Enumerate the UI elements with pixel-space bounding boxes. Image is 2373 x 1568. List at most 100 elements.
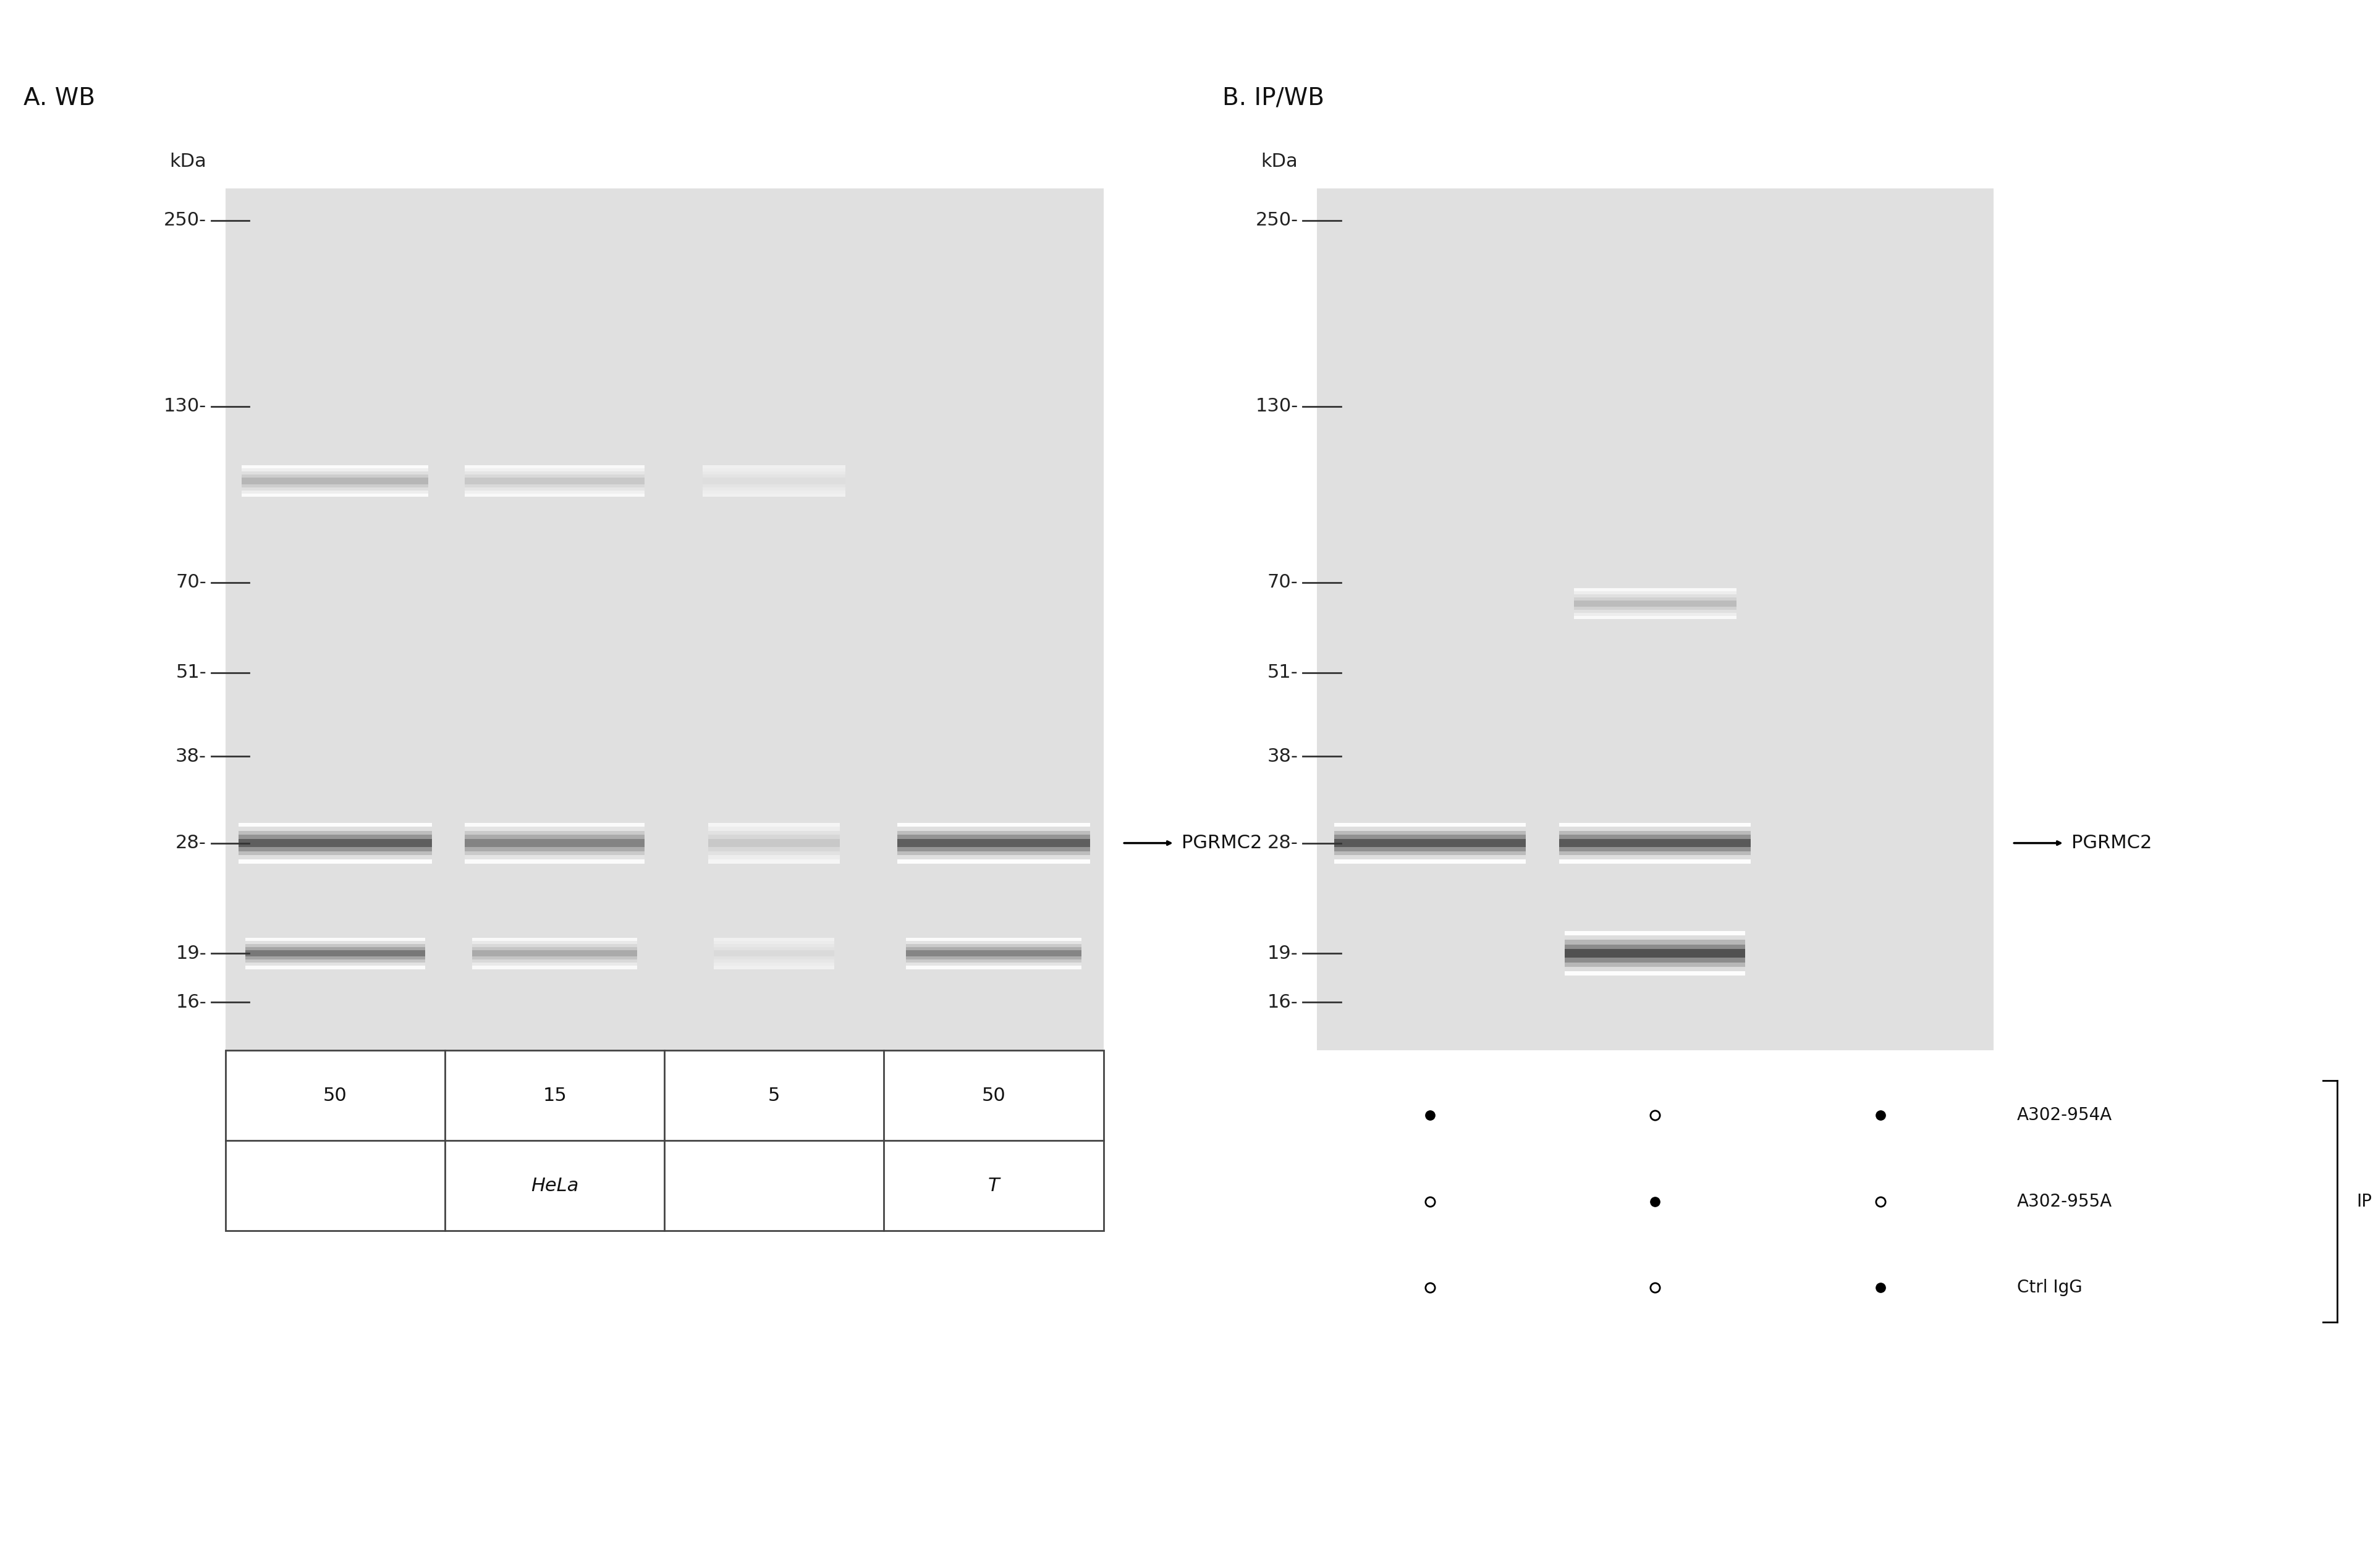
Bar [1566, 963, 1744, 967]
Bar [472, 953, 636, 956]
Bar [897, 844, 1089, 847]
Bar [714, 963, 835, 966]
Bar [702, 478, 845, 481]
Bar [225, 188, 1103, 1051]
Bar [1573, 588, 1737, 591]
Bar [465, 478, 645, 481]
Bar [897, 847, 1089, 851]
Text: A. WB: A. WB [24, 86, 95, 110]
Bar [1334, 859, 1526, 864]
Bar [240, 831, 432, 834]
Text: 51-: 51- [1267, 663, 1298, 682]
Bar [240, 823, 432, 826]
Bar [1559, 847, 1751, 851]
Text: 38-: 38- [1267, 748, 1298, 765]
Bar [710, 847, 840, 851]
Bar [1559, 851, 1751, 855]
Bar [702, 491, 845, 494]
Bar [242, 488, 430, 491]
Bar [1573, 607, 1737, 610]
Bar [1559, 831, 1751, 834]
Bar [465, 469, 645, 472]
Bar [242, 491, 430, 494]
Bar [1334, 844, 1526, 847]
Bar [465, 851, 645, 855]
Bar [465, 839, 645, 844]
Bar [906, 941, 1082, 944]
Bar [702, 488, 845, 491]
Text: 50: 50 [323, 1087, 346, 1104]
Bar [472, 966, 636, 969]
Bar [1573, 616, 1737, 619]
Bar [242, 466, 430, 469]
Bar [1566, 944, 1744, 949]
Text: 51-: 51- [176, 663, 206, 682]
Bar [906, 953, 1082, 956]
Bar [1573, 613, 1737, 616]
Text: PGRMC2: PGRMC2 [2072, 834, 2152, 851]
Bar [710, 831, 840, 834]
Bar [465, 847, 645, 851]
Text: 38-: 38- [176, 748, 206, 765]
Text: 250-: 250- [164, 212, 206, 229]
Bar [714, 947, 835, 950]
Bar [1566, 939, 1744, 944]
Bar [240, 844, 432, 847]
Bar [710, 855, 840, 859]
Bar [1334, 855, 1526, 859]
Bar [244, 960, 425, 963]
Bar [1559, 823, 1751, 826]
Bar [240, 839, 432, 844]
Bar [1573, 594, 1737, 597]
Text: A302-954A: A302-954A [2017, 1107, 2112, 1124]
Bar [1334, 847, 1526, 851]
Bar [465, 494, 645, 497]
Bar [465, 859, 645, 864]
Bar [242, 485, 430, 488]
Bar [897, 823, 1089, 826]
Bar [702, 485, 845, 488]
Bar [242, 478, 430, 481]
Bar [1573, 604, 1737, 607]
Bar [1573, 591, 1737, 594]
Bar [465, 844, 645, 847]
Bar [897, 851, 1089, 855]
Bar [1559, 844, 1751, 847]
Bar [244, 953, 425, 956]
Bar [1334, 831, 1526, 834]
Bar [244, 947, 425, 950]
Bar [1559, 834, 1751, 839]
Text: 250-: 250- [1255, 212, 1298, 229]
Bar [714, 960, 835, 963]
Bar [225, 1051, 1103, 1231]
Bar [465, 831, 645, 834]
Bar [1559, 839, 1751, 844]
Bar [244, 966, 425, 969]
Bar [465, 488, 645, 491]
Bar [465, 826, 645, 831]
Text: Ctrl IgG: Ctrl IgG [2017, 1279, 2083, 1297]
Bar [897, 834, 1089, 839]
Bar [1566, 953, 1744, 958]
Bar [1334, 839, 1526, 844]
Bar [897, 855, 1089, 859]
Bar [240, 834, 432, 839]
Bar [242, 469, 430, 472]
Bar [240, 851, 432, 855]
Bar [702, 481, 845, 485]
Bar [906, 960, 1082, 963]
Bar [1573, 601, 1737, 604]
Text: 19-: 19- [176, 944, 206, 963]
Bar [906, 944, 1082, 947]
Bar [906, 947, 1082, 950]
Bar [472, 960, 636, 963]
Bar [242, 475, 430, 478]
Text: 50: 50 [982, 1087, 1006, 1104]
Bar [1573, 597, 1737, 601]
Text: 28-: 28- [1267, 834, 1298, 851]
Bar [710, 839, 840, 844]
Bar [702, 469, 845, 472]
Bar [240, 859, 432, 864]
Bar [244, 941, 425, 944]
Bar [897, 826, 1089, 831]
